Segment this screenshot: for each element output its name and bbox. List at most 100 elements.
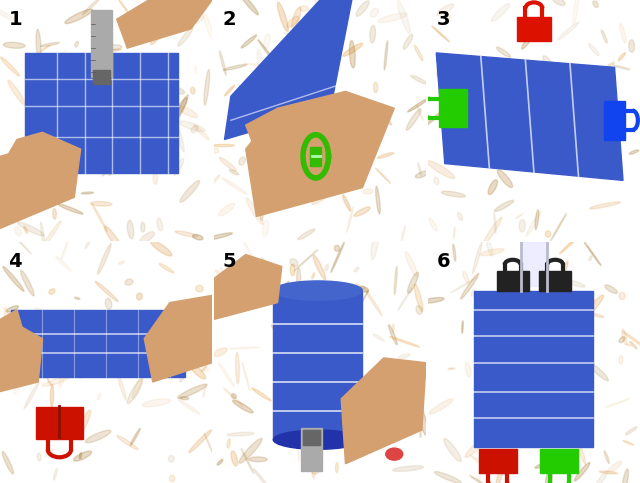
Ellipse shape (446, 15, 451, 22)
Ellipse shape (219, 203, 235, 216)
Ellipse shape (462, 61, 469, 85)
Ellipse shape (92, 49, 121, 53)
Ellipse shape (75, 42, 79, 47)
Ellipse shape (462, 321, 463, 333)
Ellipse shape (494, 212, 496, 233)
Ellipse shape (243, 95, 260, 101)
Ellipse shape (46, 343, 53, 352)
Ellipse shape (481, 292, 488, 301)
Ellipse shape (252, 388, 271, 401)
Ellipse shape (538, 317, 564, 339)
Ellipse shape (231, 451, 237, 466)
Ellipse shape (544, 320, 548, 341)
Ellipse shape (136, 293, 142, 300)
Ellipse shape (488, 180, 497, 195)
Ellipse shape (629, 150, 639, 154)
Ellipse shape (264, 201, 281, 210)
Ellipse shape (522, 27, 538, 49)
Ellipse shape (470, 455, 493, 471)
Ellipse shape (609, 103, 615, 124)
Ellipse shape (354, 267, 359, 272)
Ellipse shape (81, 192, 93, 194)
Ellipse shape (204, 367, 209, 371)
Ellipse shape (341, 287, 355, 294)
Polygon shape (436, 53, 623, 181)
Ellipse shape (239, 0, 259, 15)
Ellipse shape (180, 310, 192, 320)
Ellipse shape (535, 457, 563, 468)
Ellipse shape (148, 19, 163, 25)
Ellipse shape (141, 222, 145, 232)
Ellipse shape (36, 29, 41, 61)
Ellipse shape (375, 422, 382, 432)
Ellipse shape (87, 65, 90, 70)
Ellipse shape (354, 207, 371, 216)
Text: 1: 1 (8, 10, 22, 28)
Ellipse shape (284, 33, 299, 39)
Ellipse shape (2, 452, 13, 474)
Ellipse shape (607, 62, 614, 67)
Ellipse shape (623, 440, 634, 445)
Ellipse shape (421, 109, 445, 129)
Ellipse shape (175, 123, 184, 152)
Ellipse shape (496, 47, 511, 57)
Ellipse shape (236, 352, 239, 384)
Ellipse shape (117, 372, 126, 400)
Ellipse shape (487, 151, 494, 166)
Ellipse shape (592, 104, 619, 116)
Ellipse shape (470, 135, 476, 144)
Ellipse shape (323, 151, 328, 158)
Ellipse shape (334, 245, 340, 251)
Ellipse shape (562, 312, 588, 316)
Ellipse shape (264, 34, 270, 48)
Ellipse shape (527, 26, 537, 39)
Ellipse shape (127, 379, 142, 404)
Ellipse shape (505, 395, 513, 422)
Ellipse shape (325, 264, 328, 271)
Ellipse shape (104, 226, 124, 254)
Ellipse shape (384, 41, 388, 70)
Ellipse shape (472, 134, 480, 151)
Ellipse shape (337, 396, 348, 403)
Polygon shape (225, 0, 352, 140)
Ellipse shape (620, 23, 627, 43)
Ellipse shape (416, 306, 422, 314)
Ellipse shape (203, 233, 232, 241)
Ellipse shape (102, 94, 106, 99)
Ellipse shape (56, 174, 61, 199)
Ellipse shape (563, 418, 574, 424)
Ellipse shape (526, 372, 532, 400)
Ellipse shape (203, 385, 205, 398)
Ellipse shape (298, 229, 315, 240)
Bar (474, 291, 593, 447)
Ellipse shape (285, 348, 293, 384)
Ellipse shape (221, 266, 223, 287)
Ellipse shape (246, 198, 263, 225)
Ellipse shape (172, 98, 187, 125)
Ellipse shape (174, 158, 184, 176)
Ellipse shape (300, 6, 309, 12)
Ellipse shape (223, 178, 247, 194)
Ellipse shape (90, 201, 112, 206)
Ellipse shape (608, 121, 615, 128)
Ellipse shape (3, 43, 25, 48)
Ellipse shape (189, 15, 204, 24)
Ellipse shape (312, 466, 322, 474)
Ellipse shape (380, 104, 387, 115)
Ellipse shape (172, 87, 184, 94)
Ellipse shape (613, 65, 630, 70)
Ellipse shape (308, 32, 317, 39)
Ellipse shape (149, 357, 157, 373)
Ellipse shape (392, 324, 394, 333)
Ellipse shape (481, 249, 504, 256)
Ellipse shape (304, 310, 316, 318)
Ellipse shape (56, 256, 71, 271)
Ellipse shape (577, 439, 586, 465)
Ellipse shape (91, 310, 97, 317)
Ellipse shape (180, 337, 186, 343)
Ellipse shape (294, 250, 318, 271)
Ellipse shape (432, 26, 449, 42)
Ellipse shape (517, 384, 520, 390)
Ellipse shape (566, 280, 585, 287)
Ellipse shape (374, 82, 378, 93)
